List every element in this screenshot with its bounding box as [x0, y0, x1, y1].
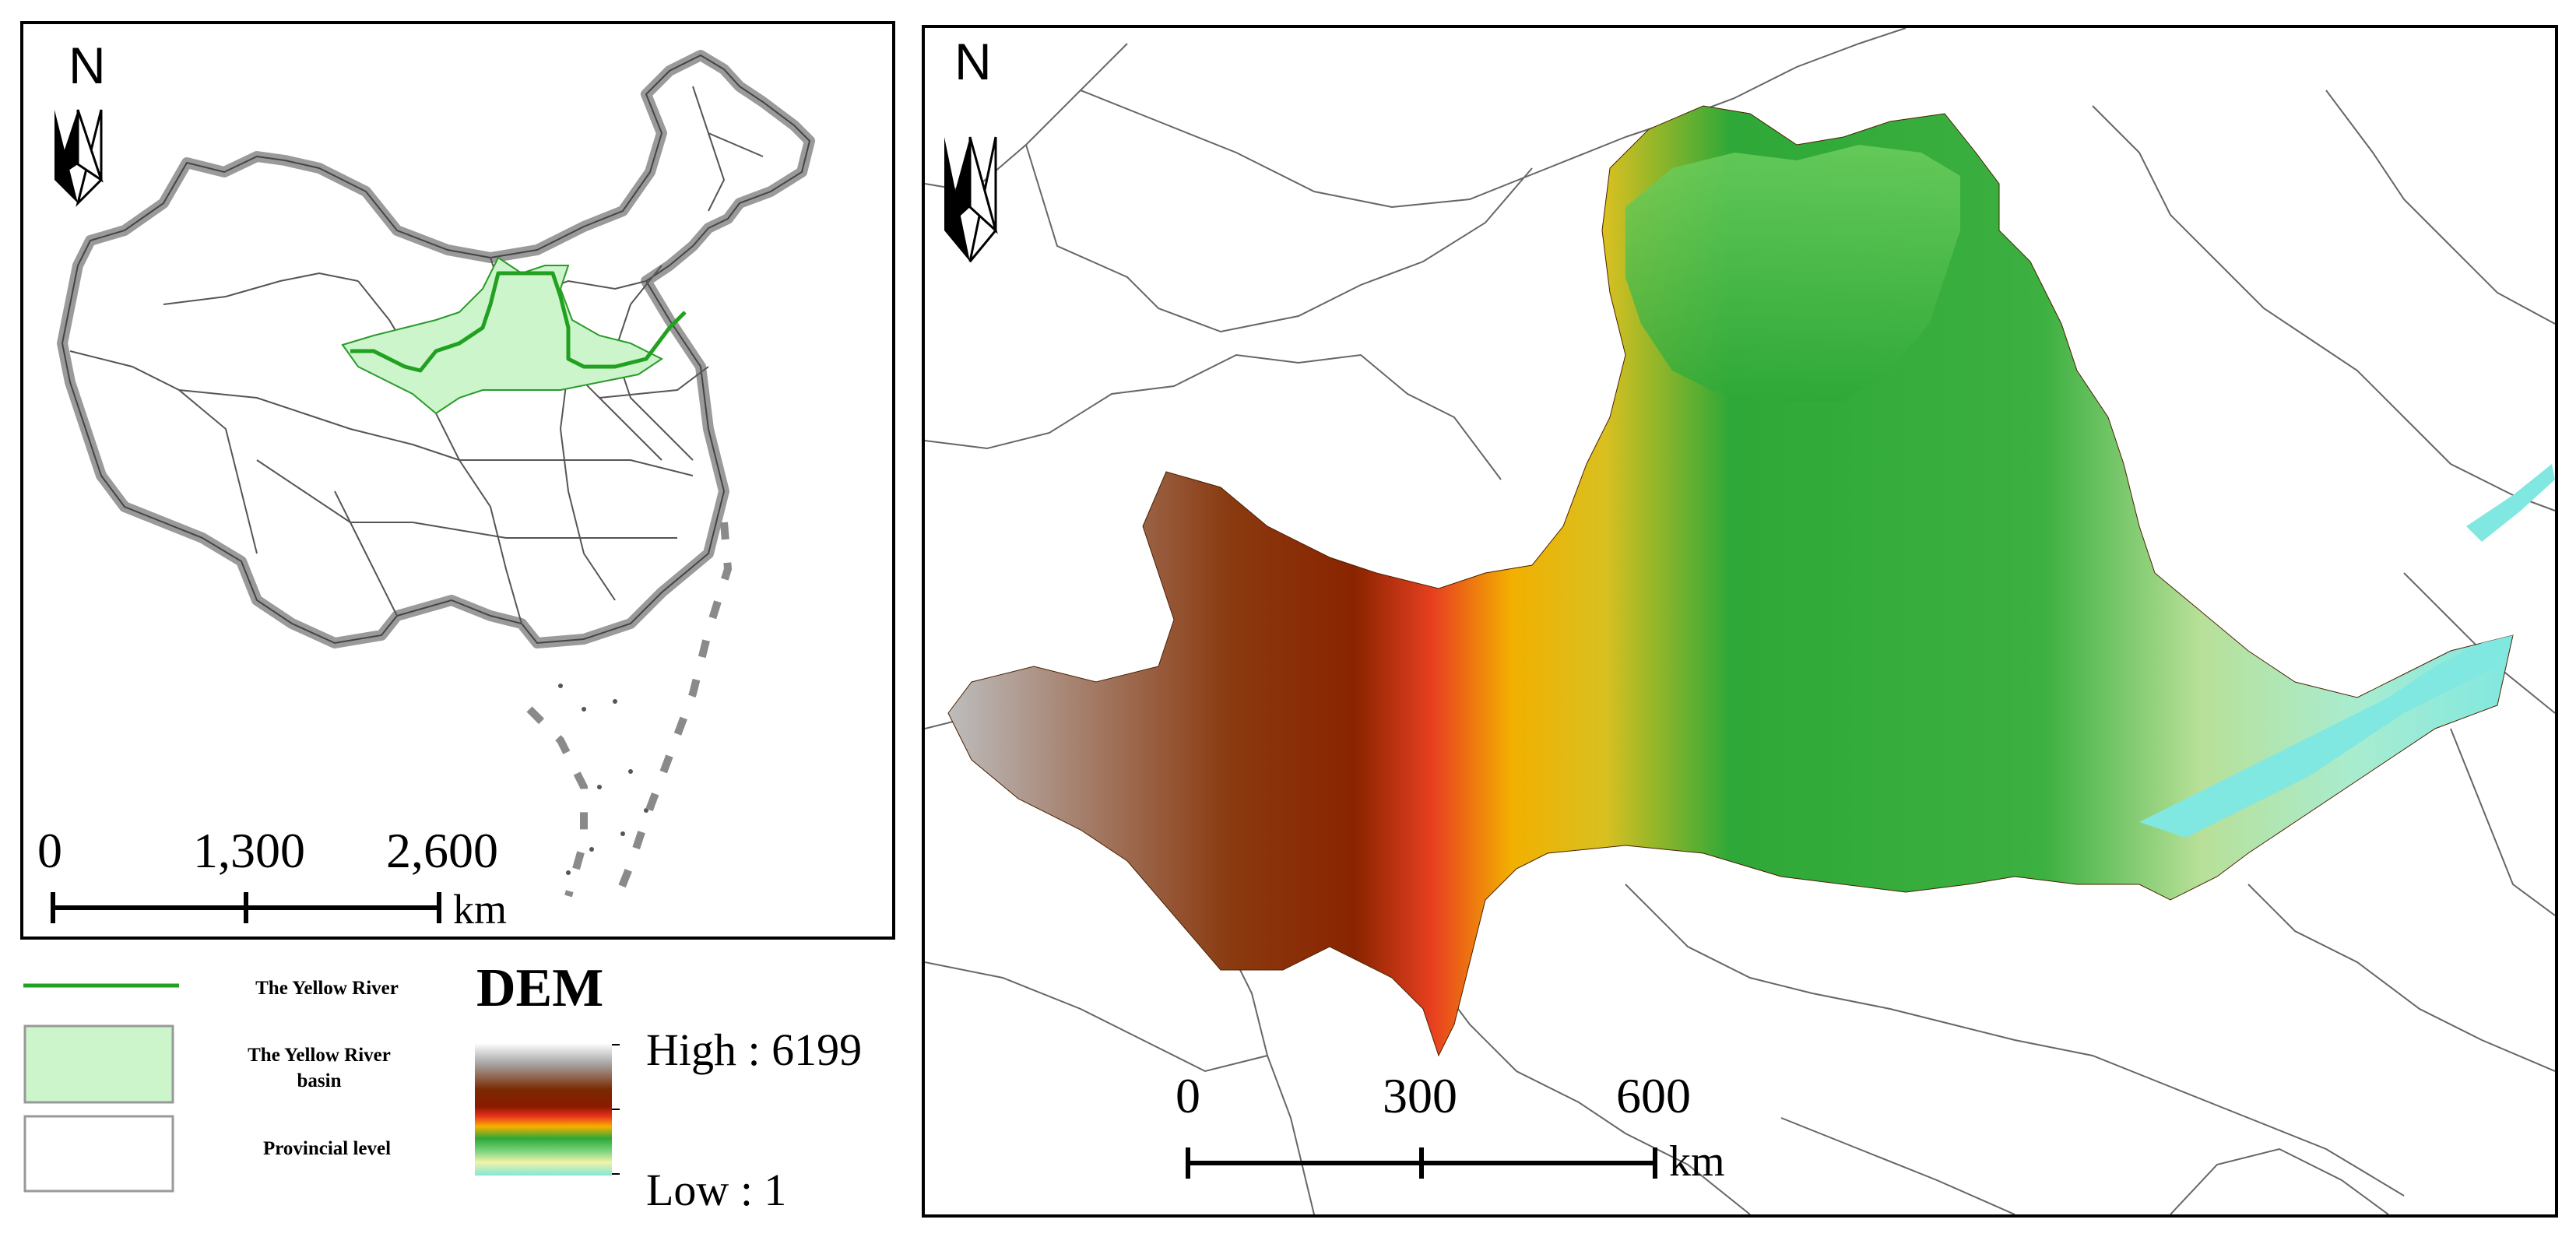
legend-province-label: Provincial level [262, 1138, 392, 1159]
legend-basin-label: The Yellow River basin [248, 1045, 391, 1091]
dem-color-ramp [475, 1043, 620, 1176]
yellow-river-line [350, 271, 687, 373]
dem-scale-bar [1186, 1147, 1657, 1179]
dem-high-label: High : 6199 [646, 1024, 863, 1075]
dem-scale-tick-1: 300 [1383, 1068, 1457, 1123]
scale-unit: km [453, 886, 508, 933]
north-arrow-icon [944, 136, 998, 262]
dem-low-label: Low : 1 [646, 1165, 787, 1215]
scale-tick-2: 2,600 [386, 823, 498, 878]
dem-scale-tick-0: 0 [1176, 1068, 1200, 1123]
dem-scale-unit: km [1669, 1137, 1725, 1186]
overview-map-frame: N 0 1,300 2,600 km [20, 21, 895, 940]
china-national-border-line [61, 54, 811, 645]
china-overview-map [51, 50, 815, 923]
dem-north-label: N [954, 33, 992, 90]
delta-channel [2466, 464, 2555, 542]
dem-map-frame: N 0 300 600 km [922, 25, 2558, 1218]
ordos-loop-dem [1625, 145, 1960, 402]
legend-province-symbol [23, 1115, 174, 1193]
yellow-river-basin-area [341, 256, 663, 415]
overview-scale-bar [51, 892, 441, 923]
scale-tick-1: 1,300 [193, 823, 305, 878]
dem-title: DEM [476, 958, 604, 1018]
scale-tick-0: 0 [37, 823, 62, 878]
north-arrow-icon [54, 109, 104, 207]
yellow-river-basin-dem-map [925, 28, 2555, 1214]
north-label: N [69, 37, 106, 94]
legend-symbols [23, 983, 179, 1193]
yellow-river-basin-dem [947, 105, 2514, 1057]
maritime-dashed-line [611, 522, 733, 905]
south-sea-islands [558, 684, 648, 875]
lower-reach-channel [2139, 635, 2513, 838]
dem-province-boundaries [925, 28, 2555, 1214]
legend-river-label: The Yellow River [255, 978, 399, 999]
maritime-dashed-line-west [526, 706, 588, 898]
dem-scale-tick-2: 600 [1616, 1068, 1691, 1123]
legend-basin-symbol [23, 1024, 174, 1104]
